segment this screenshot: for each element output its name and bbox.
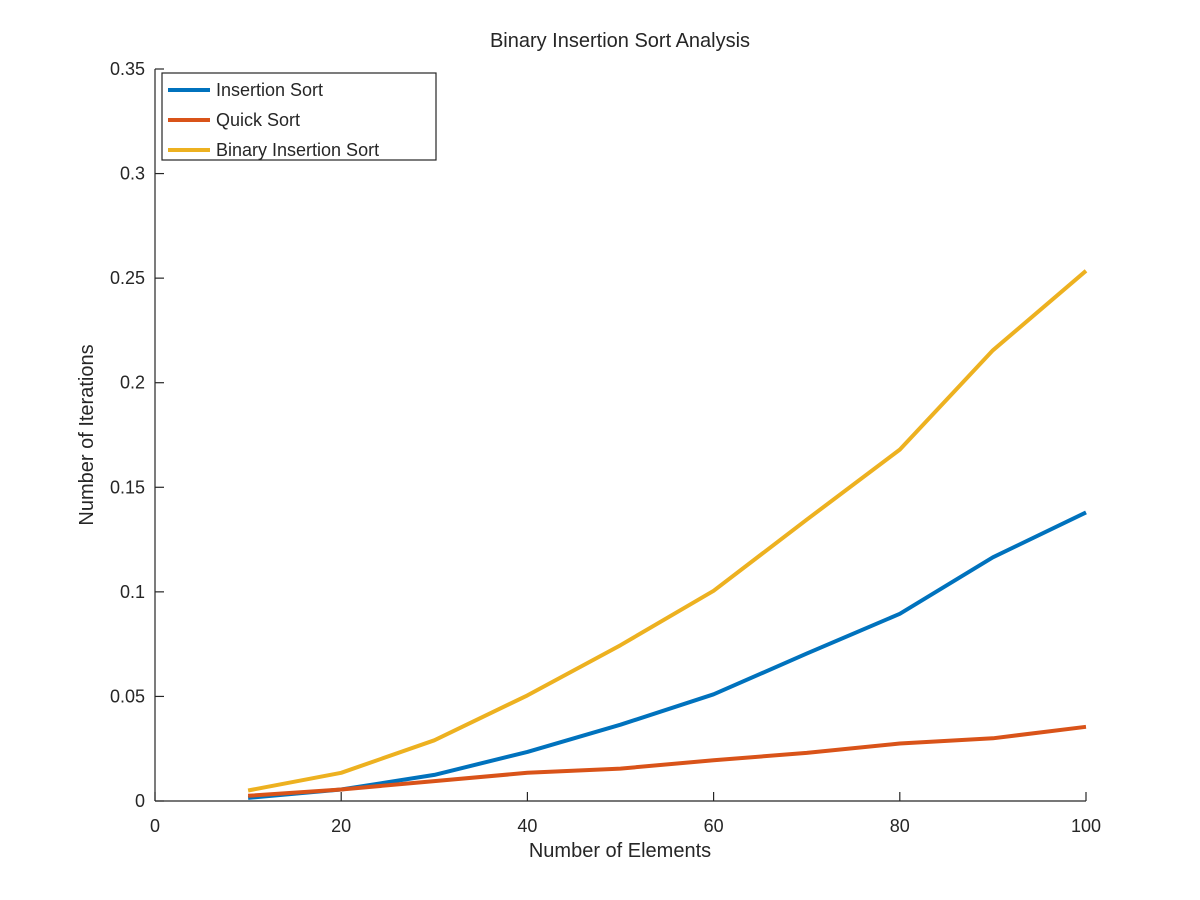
x-tick-label: 40 [517,816,537,836]
chart-title: Binary Insertion Sort Analysis [490,30,750,52]
series-line-quick-sort [247,724,1087,798]
plot-lines [247,269,1088,800]
y-tick-label: 0.35 [110,59,145,79]
y-tick-label: 0 [135,791,145,811]
series-line-binary-insertion-sort [247,269,1088,793]
legend-label-binary-insertion-sort: Binary Insertion Sort [216,140,379,160]
legend-box [161,72,437,161]
y-axis-label: Number of Iterations [76,344,98,525]
y-tick-label: 0.05 [110,686,145,706]
y-tick-label: 0.1 [120,582,145,602]
legend: Insertion Sort Quick Sort Binary Insertion… [161,72,437,161]
x-tick-label: 20 [331,816,351,836]
y-tick-label: 0.25 [110,268,145,288]
series-line-insertion-sort [247,510,1087,800]
legend-label-insertion-sort: Insertion Sort [216,80,323,100]
y-tick-label: 0.2 [120,373,145,393]
y-tick-label: 0.15 [110,477,145,497]
x-axis-label: Number of Elements [529,840,711,862]
y-tick-label: 0.3 [120,164,145,184]
axes: 0 20 40 60 80 100 0 0.05 0.1 0.15 0.2 0.25 0.3 0.35 [110,59,1101,836]
x-tick-label: 60 [704,816,724,836]
x-tick-label: 0 [150,816,160,836]
legend-label-quick-sort: Quick Sort [216,110,300,130]
x-tick-label: 100 [1071,816,1101,836]
x-tick-label: 80 [890,816,910,836]
